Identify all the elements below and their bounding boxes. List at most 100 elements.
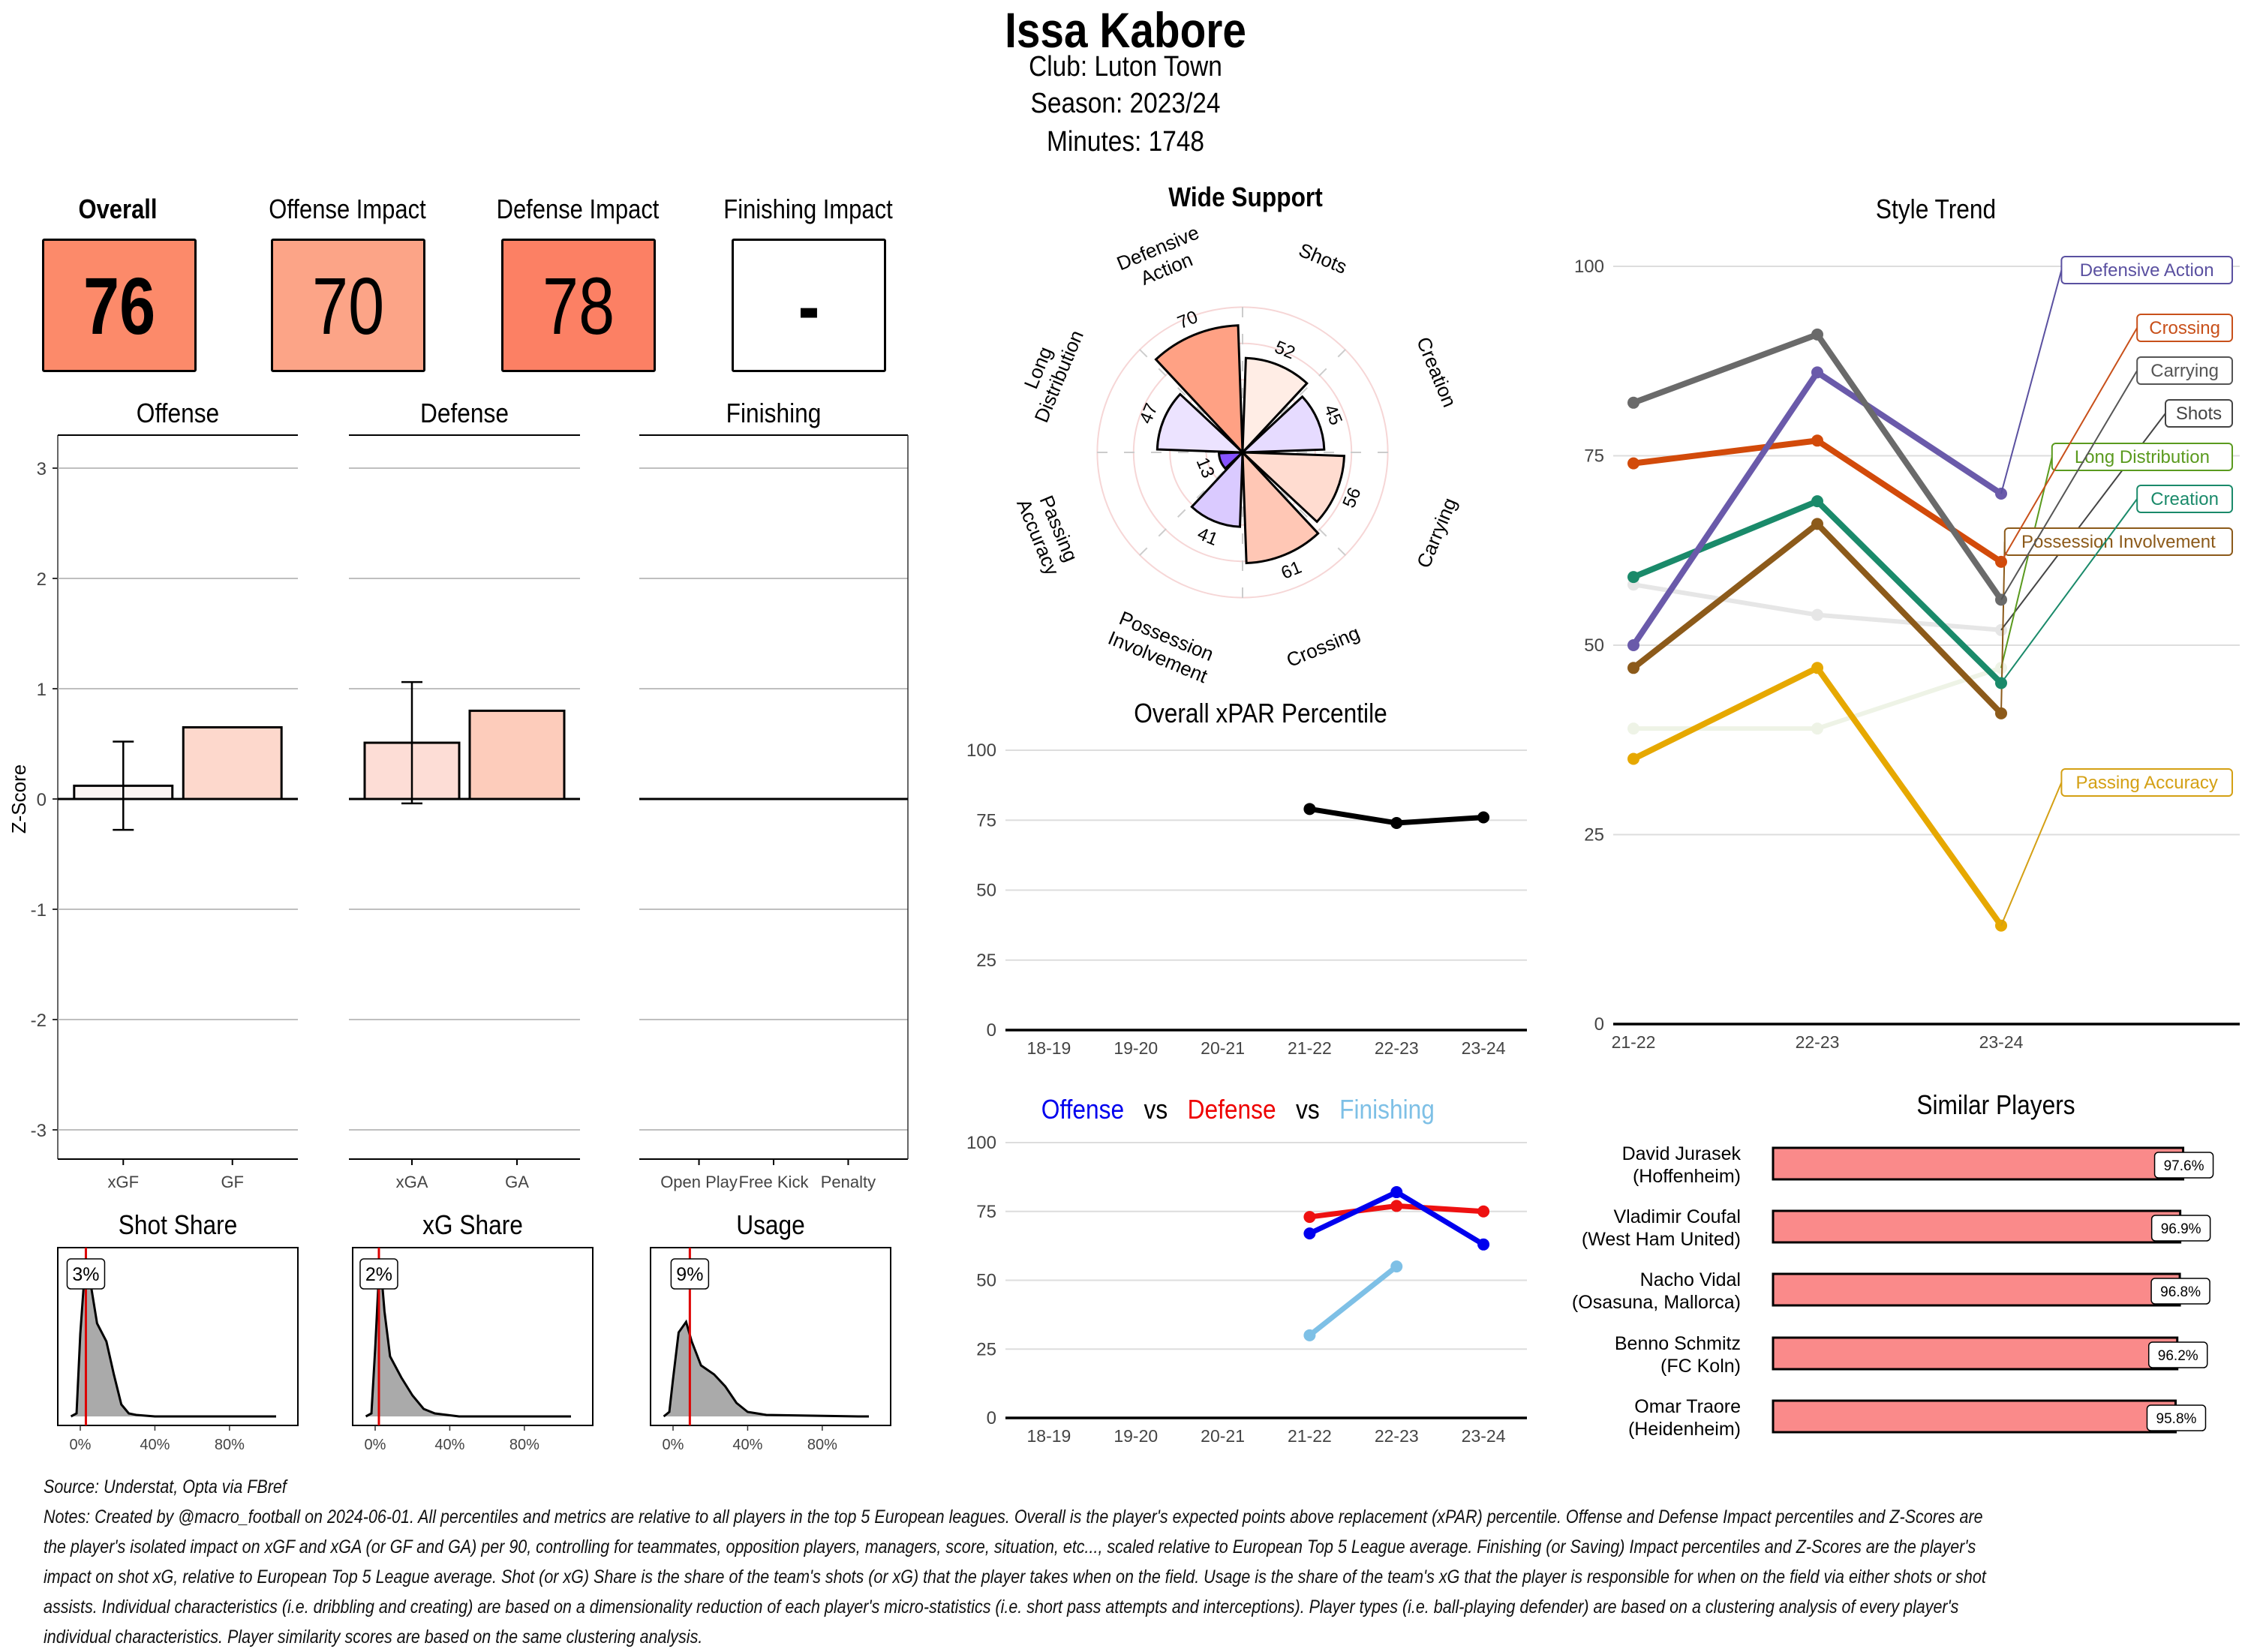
xtick-23-24: 23-24 [1462,1038,1506,1058]
bar-ga [468,709,566,800]
ytick: 100 [966,1133,996,1153]
style-label-leader [2000,327,2138,563]
similar-player-score-box [2150,1215,2211,1242]
footer: Source: Understat, Opta via FBref Notes:… [44,1472,2242,1652]
kpi-value-defense: 78 [542,260,615,351]
similar-player-bar [1772,1272,2181,1307]
similar-player-score-box [2146,1404,2207,1431]
style-label-box [2136,356,2234,385]
style-label-creation: Creation [2150,489,2219,509]
radar-sector-possession-involvement [1190,449,1244,528]
zscore-ytick: 0 [37,790,47,810]
radar-category-crossing: Crossing [1283,621,1363,671]
series-point-finishing [1390,1260,1403,1273]
style-label-passing-accuracy: Passing Accuracy [2075,773,2217,793]
density-area [71,1266,277,1416]
series-point-overall [1303,803,1316,815]
density-curve [663,1319,869,1418]
radar-value-label: 47 [1135,401,1162,427]
ytick: 25 [1584,825,1604,846]
xtick-23-24: 23-24 [1979,1032,2024,1052]
similar-player-bar [1772,1209,2182,1244]
ytick: 0 [987,1408,996,1428]
series-point-defense [1303,1211,1316,1224]
radar-value-label: 13 [1192,455,1219,481]
style-line-defensive-action [1630,369,2003,647]
style-line-long-distribution [1633,665,2002,731]
style-point-passing-accuracy [1811,662,1823,674]
radar-category-label: Creation [1412,334,1461,410]
style-label-possession-involvement: Possession Involvement [2021,532,2216,552]
similar-player-score: 97.6% [2164,1158,2204,1174]
dist-xtick: 0% [663,1437,684,1453]
dist-title-usage: Usage [736,1209,805,1240]
radar-grid-circle [1169,379,1316,526]
xpar-title: Overall xPAR Percentile [1134,698,1387,728]
zscore-title-finishing: Finishing [726,398,822,428]
style-label-leader [2000,370,2138,600]
style-label-leader [2000,498,2138,684]
dist-xtick: 40% [140,1437,170,1453]
radar-sector-creation [1240,395,1326,454]
dist-xtick: 80% [215,1437,245,1453]
series-point-offense [1477,1238,1490,1251]
style-line-passing-accuracy [1632,665,2004,928]
dist-marker-label: 2% [365,1264,392,1285]
radar-sector-long-distribution [1156,392,1246,454]
kpi-box-finishing: - [732,239,886,372]
style-label-box [2003,527,2233,556]
similar-players-title: Similar Players [1916,1089,2075,1120]
ytick: 75 [976,810,996,831]
xtick-18-19: 18-19 [1027,1038,1071,1058]
similar-player-bar [1772,1146,2185,1181]
kpi-label-overall: Overall [78,194,158,224]
style-label-leader [2000,456,2053,668]
density-area [663,1322,869,1416]
xtick-21-22: 21-22 [1612,1032,1656,1052]
style-label-leader [2000,269,2063,494]
series-point-finishing [1303,1329,1316,1341]
zscore-ytick: 1 [37,680,47,700]
similar-player-score: 96.9% [2161,1221,2201,1237]
odf-title-finishing: Finishing [1339,1094,1435,1125]
ytick: 0 [1594,1014,1604,1035]
dist-frame [650,1247,891,1426]
zscore-ytick: -2 [31,1011,47,1031]
style-label-box [2051,443,2233,471]
radar-value-label: 56 [1339,485,1365,511]
dist-xtick: 40% [732,1437,762,1453]
dist-marker-label-box [66,1258,106,1290]
style-label-defensive-action: Defensive Action [2080,260,2214,281]
radar-category-creation: Creation [1412,334,1461,410]
kpi-label-defense: Defense Impact [496,194,660,224]
style-label-carrying: Carrying [2150,361,2219,381]
similar-player-score-box [2153,1152,2214,1179]
kpi-label-finishing: Finishing Impact [723,194,893,224]
xtick-free-kick: Free Kick [739,1173,810,1191]
notes-line-2: the player's isolated impact on xGF and … [44,1536,1976,1557]
similar-player-bar [1772,1399,2177,1434]
similar-player-club: (Heidenheim) [1628,1419,1741,1440]
dist-frame [352,1247,594,1426]
zscore-axis-label: Z-Score [8,764,30,834]
similar-player-name: Benno Schmitz [1615,1333,1741,1354]
similar-player-name: Nacho Vidal [1640,1269,1741,1290]
zscore-ytick: -1 [31,900,47,921]
dist-title-shot-share: Shot Share [118,1209,238,1240]
series-point-defense [1390,1200,1403,1212]
style-point-long-distribution [1811,722,1823,735]
notes-line-1: Notes: Created by @macro_football on 202… [44,1506,1983,1527]
style-label-long-distribution: Long Distribution [2075,447,2210,467]
style-point-crossing [1811,434,1823,447]
radar-category-label: Carrying [1412,494,1461,571]
style-trend-chart: 100 75 50 25 0 21-22 22-23 23-24 Shots Long Distr… [1574,256,2240,1052]
similar-player-score-box [2147,1341,2208,1368]
zscore-chart: Z-Score 3 2 1 0 -1 -2 -3 xGF GF xGA GA Open Play Free… [8,434,909,1191]
radar-category-shots: Shots [1296,239,1351,278]
similar-player-score: 96.8% [2160,1284,2201,1300]
xtick-gf: GF [221,1173,244,1191]
similar-player-club: (West Ham United) [1582,1229,1741,1250]
radar-sector-shots [1241,356,1309,455]
